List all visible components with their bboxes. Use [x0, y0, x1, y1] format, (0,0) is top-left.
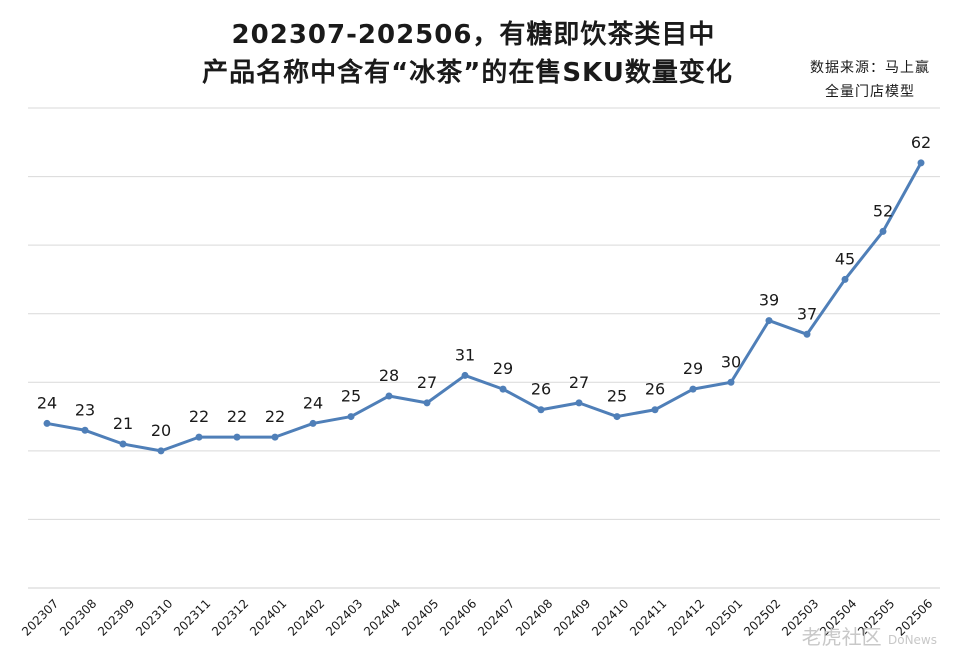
x-tick-label: 202308	[57, 596, 99, 638]
data-point	[613, 413, 621, 421]
data-label: 39	[759, 291, 779, 310]
data-point	[347, 413, 355, 421]
data-label: 45	[835, 249, 855, 268]
data-point	[879, 227, 887, 235]
x-tick-label: 202310	[133, 596, 175, 638]
data-label: 24	[303, 393, 323, 412]
data-label: 21	[113, 414, 133, 433]
data-label: 31	[455, 345, 475, 364]
source-line2: 全量门店模型	[825, 84, 915, 100]
x-tick-label: 202401	[247, 596, 289, 638]
data-label: 26	[531, 380, 551, 399]
x-tick-label: 202404	[361, 596, 403, 638]
data-point	[195, 433, 203, 441]
x-tick-label: 202403	[323, 596, 365, 638]
x-tick-label: 202501	[703, 596, 745, 638]
data-point	[309, 419, 317, 427]
x-tick-label: 202410	[589, 596, 631, 638]
source-line1: 数据来源：马上赢	[810, 60, 930, 76]
data-label: 27	[417, 373, 437, 392]
data-label: 37	[797, 304, 817, 323]
data-point	[119, 440, 127, 448]
data-label: 22	[227, 407, 247, 426]
x-tick-label: 202409	[551, 596, 593, 638]
data-point	[385, 392, 393, 400]
x-tick-label: 202309	[95, 596, 137, 638]
data-label: 30	[721, 352, 741, 371]
data-label: 20	[151, 421, 171, 440]
data-source-note: 数据来源：马上赢 全量门店模型	[795, 56, 945, 104]
series-line	[43, 159, 925, 455]
data-point	[157, 447, 165, 455]
x-tick-label: 202311	[171, 596, 213, 638]
chart-title-line1: 202307-202506，有糖即饮茶类目中	[231, 20, 716, 50]
data-label: 25	[341, 387, 361, 406]
chart-title-line2: 产品名称中含有“冰茶”的在售SKU数量变化	[202, 58, 733, 88]
x-tick-label: 202411	[627, 596, 669, 638]
data-labels: 24 23 21 20 22 22 22 24 25 28 27 31 29 26 27 25 26 29 30 39…	[37, 133, 931, 440]
x-tick-label: 202402	[285, 596, 327, 638]
data-label: 23	[75, 400, 95, 419]
data-label: 62	[911, 133, 931, 152]
data-label: 29	[683, 359, 703, 378]
data-point	[765, 317, 773, 325]
gridlines	[28, 107, 940, 589]
x-tick-label: 202312	[209, 596, 251, 638]
data-point	[81, 426, 89, 434]
x-tick-label: 202405	[399, 596, 441, 638]
data-point	[499, 385, 507, 393]
data-point	[423, 399, 431, 407]
data-point	[575, 399, 583, 407]
data-label: 27	[569, 373, 589, 392]
x-tick-label: 202307	[19, 596, 61, 638]
data-point	[233, 433, 241, 441]
data-point	[917, 159, 925, 167]
data-point	[841, 275, 849, 283]
data-point	[689, 385, 697, 393]
data-label: 28	[379, 366, 399, 385]
data-point	[271, 433, 279, 441]
data-label: 22	[189, 407, 209, 426]
x-tick-labels: 2023072023082023092023102023112023122024…	[19, 596, 935, 638]
data-label: 29	[493, 359, 513, 378]
data-label: 25	[607, 387, 627, 406]
data-label: 24	[37, 393, 57, 412]
watermark-text: 老虎社区	[801, 625, 882, 649]
data-point	[651, 406, 659, 414]
data-point	[43, 419, 51, 427]
x-tick-label: 202412	[665, 596, 707, 638]
data-point	[727, 378, 735, 386]
x-tick-label: 202408	[513, 596, 555, 638]
x-tick-label: 202502	[741, 596, 783, 638]
data-label: 22	[265, 407, 285, 426]
data-point	[537, 406, 545, 414]
data-label: 26	[645, 380, 665, 399]
data-point	[461, 371, 469, 379]
data-label: 52	[873, 201, 893, 220]
x-tick-label: 202407	[475, 596, 517, 638]
watermark: 老虎社区 DoNews	[802, 621, 937, 650]
series-polyline	[46, 162, 923, 453]
data-point	[803, 330, 811, 338]
x-tick-label: 202406	[437, 596, 479, 638]
watermark-sub: DoNews	[887, 633, 937, 647]
